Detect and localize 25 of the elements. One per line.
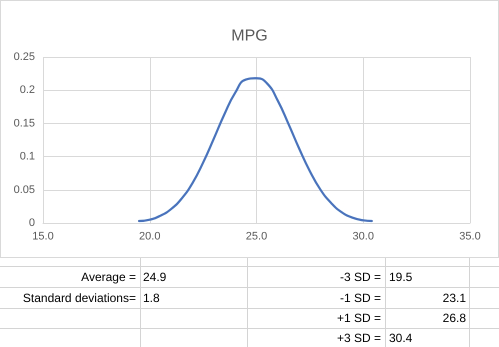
y-tick-label: 0.1 (20, 150, 35, 163)
line-series (138, 77, 373, 222)
text: 23.1 (442, 290, 466, 307)
text: 26.8 (442, 310, 466, 327)
text: 24.9 (143, 269, 166, 286)
text: -3 SD = (340, 269, 381, 286)
text: 19.5 (389, 269, 412, 286)
text: 30.4 (389, 330, 412, 347)
y-tick-label: 0.15 (14, 117, 35, 130)
text: Standard deviations= (22, 290, 136, 307)
x-tick-label: 25.0 (246, 230, 268, 242)
y-tick-label: 0 (28, 217, 35, 229)
x-tick-label: 35.0 (459, 230, 481, 242)
y-tick-label: 0.2 (20, 84, 35, 96)
x-tick-label: 30.0 (352, 230, 374, 242)
y-tick-label: 0.05 (14, 184, 35, 196)
chart-title: MPG (231, 28, 268, 44)
text: +1 SD = (336, 310, 381, 327)
x-tick-label: 15.0 (32, 230, 54, 242)
text: 1.8 (143, 290, 160, 307)
x-tick-label: 20.0 (139, 230, 160, 242)
text: +3 SD = (336, 330, 381, 347)
text: -1 SD = (340, 290, 381, 307)
text: Average = (81, 269, 136, 286)
y-tick-label: 0.25 (14, 51, 35, 63)
